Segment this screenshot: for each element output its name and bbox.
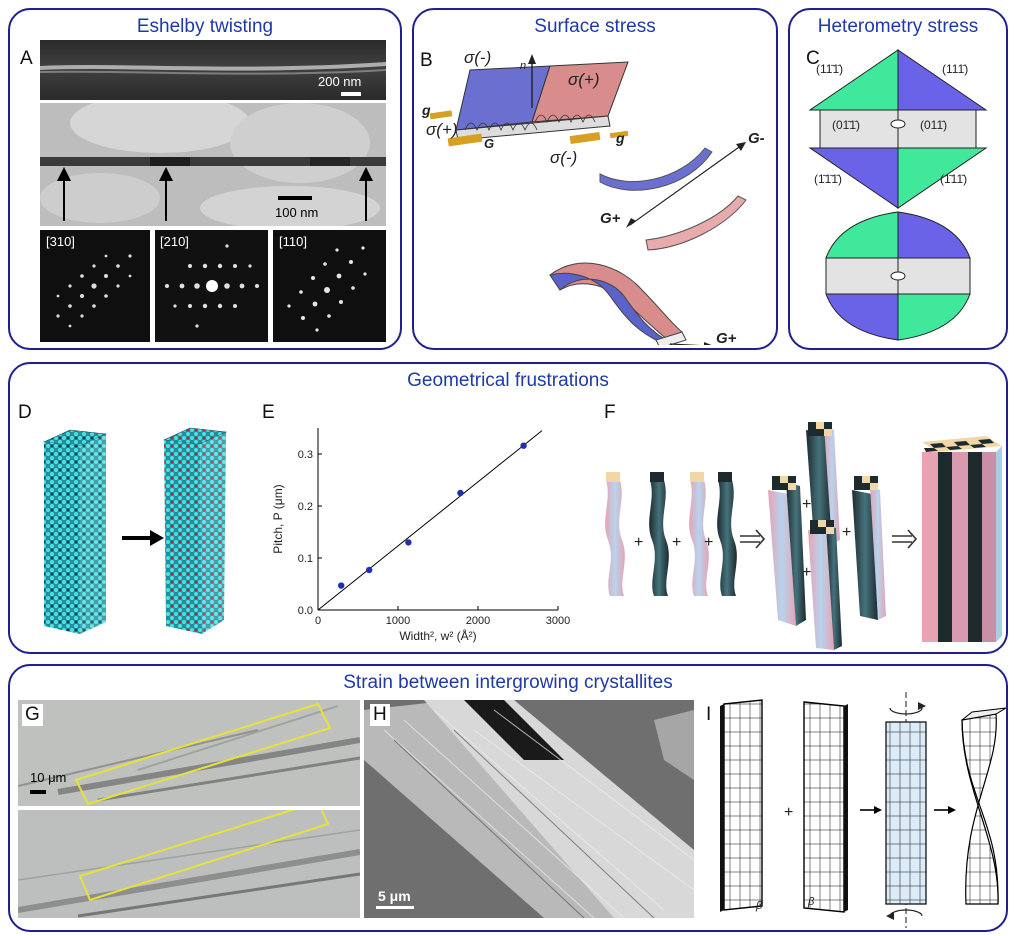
scale-label-100nm: 100 nm (275, 205, 319, 220)
section-title-surface: Surface stress (534, 16, 656, 37)
y-tick-label: 0.0 (298, 605, 313, 617)
diffraction-label-310: [310] (46, 234, 75, 249)
plane-label-3: (01̄1̄) (832, 118, 861, 132)
plus-f-2: + (672, 534, 682, 551)
section-title-strain: Strain between intergrowing crystallites (343, 672, 673, 693)
right-arrow-icon (860, 806, 882, 814)
diffraction-310 (40, 230, 150, 342)
label-b: B (420, 50, 433, 71)
section-title-eshelby: Eshelby twisting (136, 16, 274, 37)
G-label-center: G (484, 136, 495, 151)
plus-i: + (784, 804, 794, 821)
implies-arrow-icon (740, 529, 766, 549)
plus-f-3: + (704, 534, 714, 551)
sigma-plus-left: σ(+) (426, 120, 458, 139)
sigma-plus-top: σ(+) (568, 70, 600, 89)
scale-bar-5um (376, 906, 414, 909)
G-minus-label: G- (748, 130, 765, 147)
scale-bar-100nm (278, 196, 312, 200)
y-tick-label: 0.3 (298, 449, 313, 461)
label-f: F (604, 402, 616, 423)
y-tick-label: 0.2 (298, 501, 313, 513)
beta-1: β (756, 900, 763, 912)
plus-f-1: + (634, 534, 644, 551)
sigma-minus-top: σ(-) (464, 48, 492, 67)
label-g: G (22, 704, 43, 726)
tem-image-middle (40, 103, 386, 226)
plus-f-4: + (802, 496, 812, 513)
arrow-icon (122, 530, 164, 546)
x-tick-label: 1000 (386, 615, 410, 627)
x-tick-label: 3000 (546, 615, 570, 627)
x-tick-label: 2000 (466, 615, 490, 627)
label-c: C (806, 48, 820, 69)
sheared-block-2 (803, 701, 848, 913)
tem-image-top (40, 40, 386, 100)
sigma-minus-right: σ(-) (550, 148, 578, 167)
y-tick-label: 0.1 (298, 553, 313, 565)
implies-arrow-icon-2 (892, 529, 918, 549)
sheared-block-1 (720, 699, 763, 912)
optical-image-g-bottom (18, 810, 360, 918)
atomic-column-diagram (42, 427, 228, 634)
twist-mechanism-diagram (720, 692, 1006, 928)
twisted-block (961, 707, 1006, 905)
surface-stress-diagram (429, 54, 747, 345)
normal-n: n (520, 60, 527, 72)
plus-f-6: + (802, 564, 812, 581)
beta-2: β (808, 896, 815, 908)
diffraction-label-110: [110] (279, 234, 307, 249)
rod-assembly-diagram (605, 422, 1002, 650)
y-axis-label: Pitch, P (μm) (271, 484, 285, 553)
data-point (366, 566, 373, 574)
heterometry-diagram (808, 49, 988, 341)
label-h: H (370, 704, 390, 726)
g-right: g (616, 130, 625, 146)
diffraction-210 (155, 230, 268, 342)
x-tick-label: 0 (315, 615, 321, 627)
label-i: I (706, 704, 712, 725)
diffraction-110 (273, 230, 386, 342)
scale-label-200nm: 200 nm (318, 74, 362, 89)
twisted-column (162, 427, 228, 634)
bundle-block (922, 436, 1002, 642)
scale-bar-200nm (341, 92, 361, 96)
pair-rods (768, 422, 886, 650)
scale-label-10um: 10 μm (30, 770, 67, 785)
scale-label-5um: 5 μm (378, 888, 411, 904)
section-title-heterometry: Heterometry stress (817, 16, 979, 37)
label-e: E (262, 402, 275, 423)
optical-image-g-top (18, 700, 360, 806)
data-point (405, 539, 412, 546)
fit-line (317, 430, 543, 611)
right-arrow-icon-2 (934, 806, 956, 814)
untwisted-column (42, 429, 108, 634)
G-plus-bottom: G+ (716, 330, 737, 347)
x-axis-label: Width², w² (Å²) (399, 628, 476, 643)
data-point (338, 582, 345, 589)
plane-label-5: (1̄1̄1̄) (814, 172, 843, 186)
single-rods (605, 472, 737, 596)
label-d: D (18, 402, 32, 423)
sem-image-h (364, 700, 694, 918)
label-a: A (20, 48, 33, 69)
data-point (457, 489, 464, 497)
plane-label-4: (011̄) (920, 118, 948, 132)
nanowire-middle (40, 103, 386, 226)
G-plus-left: G+ (600, 210, 621, 227)
plane-label-6: (1̄11̄) (940, 172, 968, 186)
section-title-geometrical: Geometrical frustrations (407, 370, 609, 391)
plane-label-1: (11̄1̄) (816, 62, 844, 76)
nanowire-top (40, 62, 386, 75)
scale-bar-10um (30, 790, 46, 794)
diffraction-label-210: [210] (160, 234, 189, 249)
pitch-vs-width-chart: 0 1000 2000 3000 0.0 0.1 0.2 0.3 Width², w² (Å²)… (271, 428, 570, 643)
rotation-axis-block (885, 692, 927, 928)
data-point (520, 442, 527, 449)
plus-f-5: + (842, 524, 852, 541)
g-left: g (422, 102, 431, 118)
plane-label-2: (111̄) (942, 62, 969, 76)
